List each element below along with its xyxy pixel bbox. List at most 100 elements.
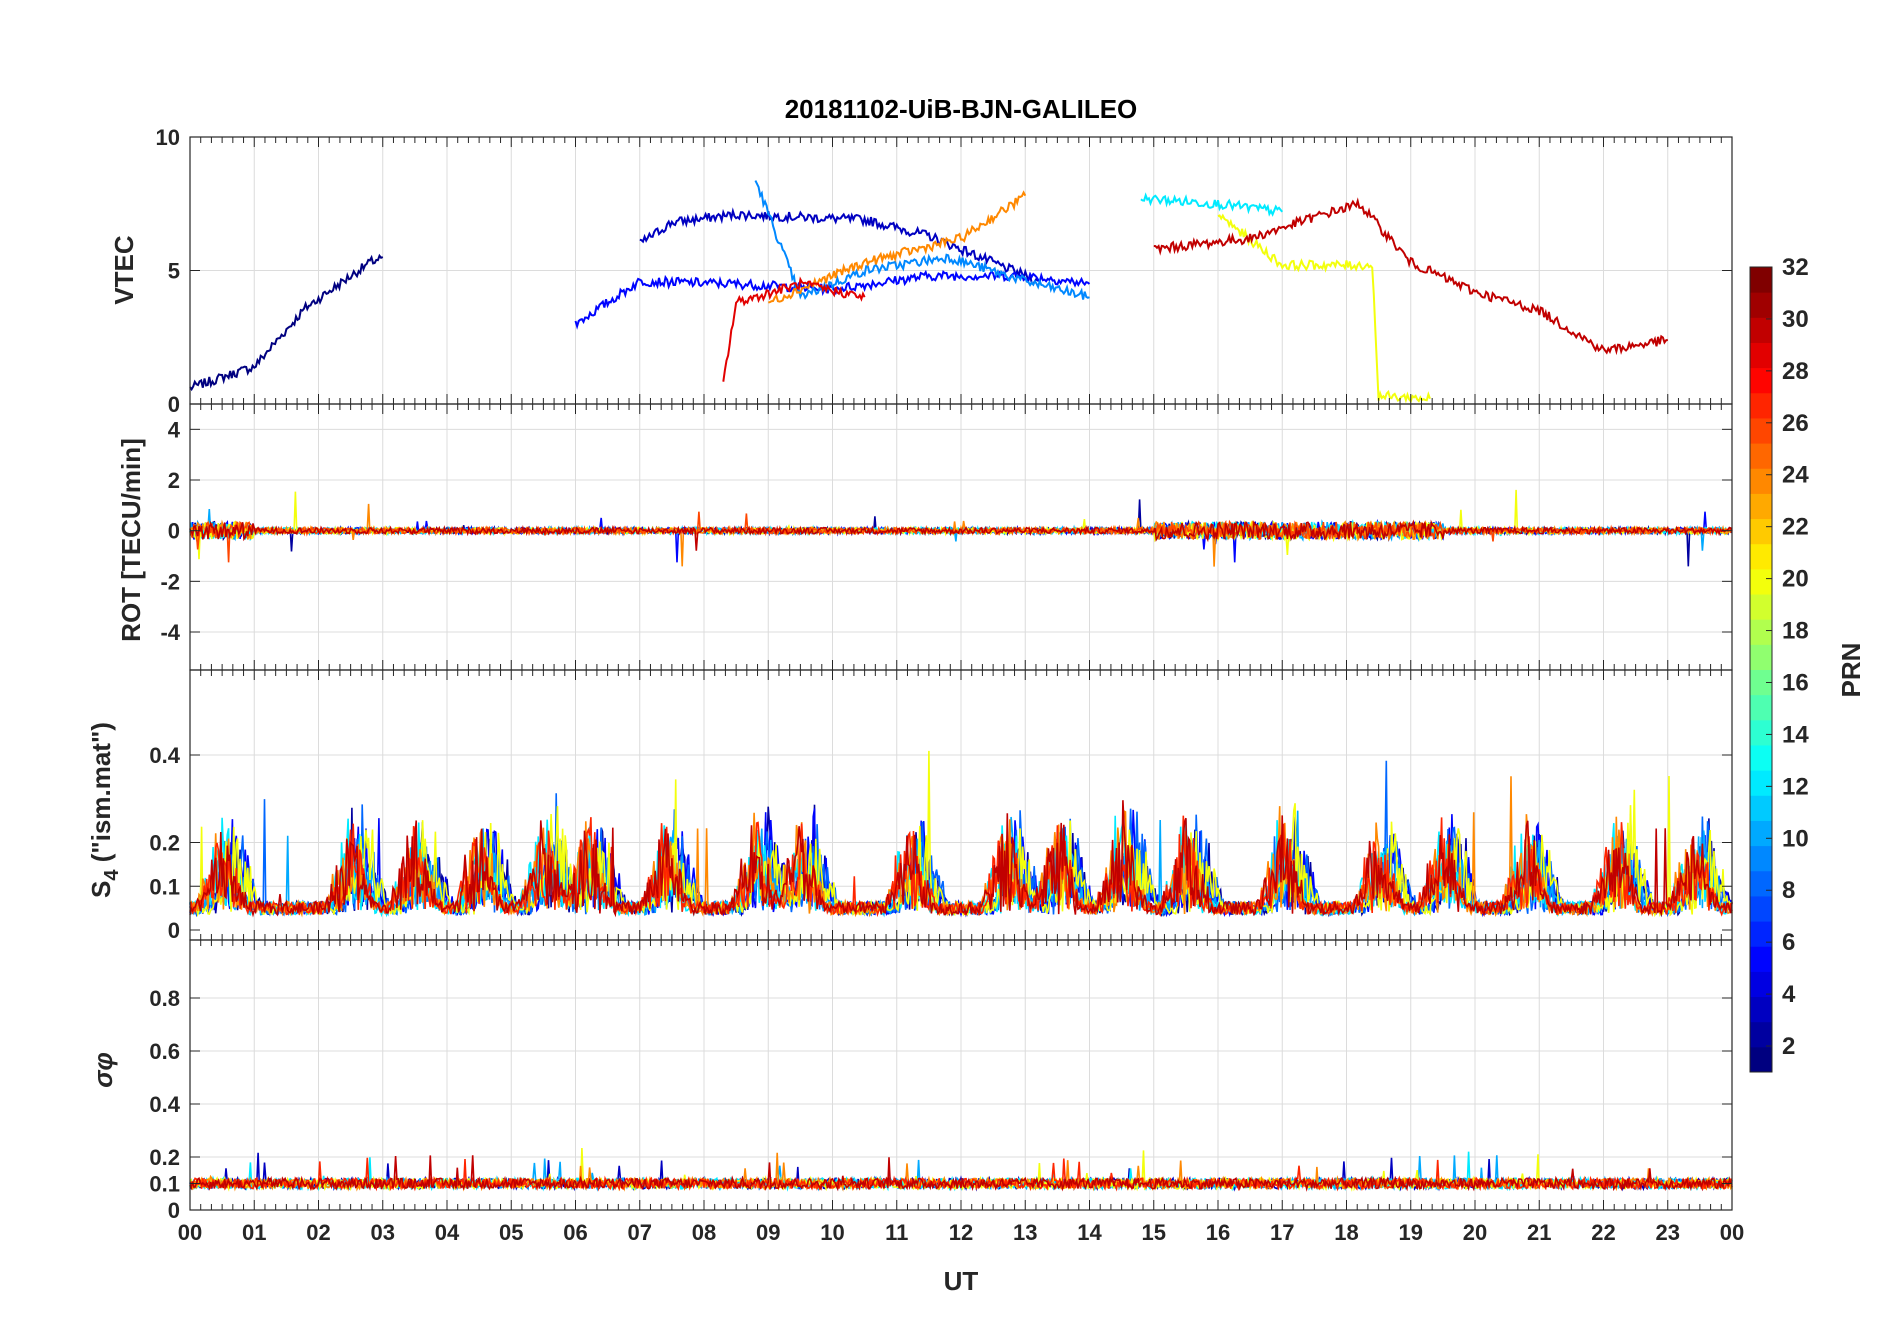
colorbar-swatch xyxy=(1750,417,1772,444)
colorbar-swatch xyxy=(1750,543,1772,570)
s4-y-label-sub: 4 xyxy=(101,869,123,881)
colorbar-swatch xyxy=(1750,1046,1772,1073)
y-tick-label: 0.2 xyxy=(149,1145,180,1170)
colorbar-swatch xyxy=(1750,971,1772,998)
y-tick-label: -2 xyxy=(160,569,180,594)
x-tick-label: 03 xyxy=(371,1220,395,1245)
colorbar-swatch xyxy=(1750,694,1772,721)
x-tick-label: 13 xyxy=(1013,1220,1037,1245)
colorbar-tick-label: 20 xyxy=(1782,566,1809,593)
colorbar-swatch xyxy=(1750,367,1772,394)
colorbar-swatch xyxy=(1750,669,1772,696)
y-tick-label: 0.1 xyxy=(149,874,180,899)
x-tick-label: 04 xyxy=(435,1220,460,1245)
colorbar-swatch xyxy=(1750,594,1772,620)
sigma-phi-y-label: σφ xyxy=(88,1052,118,1088)
colorbar-swatch xyxy=(1750,870,1772,897)
colorbar-swatch xyxy=(1750,267,1772,293)
rot-panel: -4 -2 0 2 4 ROT [TECU/min] xyxy=(116,403,1733,671)
y-tick-label: 0 xyxy=(168,1198,180,1223)
vtec-grid xyxy=(189,137,1733,404)
s4-series-line xyxy=(189,800,1733,918)
colorbar-swatch xyxy=(1750,719,1772,746)
colorbar-tick-label: 30 xyxy=(1782,306,1809,333)
colorbar-tick-label: 16 xyxy=(1782,669,1809,696)
y-tick-label: 0.1 xyxy=(149,1172,180,1197)
colorbar-tick-label: 8 xyxy=(1782,877,1795,904)
x-tick-label: 17 xyxy=(1270,1220,1294,1245)
y-tick-label: 5 xyxy=(168,259,180,284)
colorbar-tick-label: 24 xyxy=(1782,462,1809,489)
vtec-series-line xyxy=(754,180,1090,301)
colorbar-tick-label: 18 xyxy=(1782,618,1809,645)
colorbar-swatch xyxy=(1750,770,1772,796)
x-tick-label: 10 xyxy=(820,1220,844,1245)
colorbar-swatch xyxy=(1750,795,1772,821)
colorbar-tick-label: 2 xyxy=(1782,1033,1795,1060)
colorbar-swatch xyxy=(1750,292,1772,318)
x-tick-labels: 00 01 02 03 04 05 06 07 08 09 10 11 12 13 14 15 16 17 18 19… xyxy=(178,1220,1744,1245)
colorbar-tick-label: 28 xyxy=(1782,358,1809,385)
x-tick-label: 07 xyxy=(628,1220,652,1245)
x-tick-label: 01 xyxy=(242,1220,266,1245)
vtec-series-line xyxy=(722,276,866,382)
x-tick-label: 15 xyxy=(1142,1220,1166,1245)
colorbar-tick-label: 26 xyxy=(1782,410,1809,437)
sigma-phi-series-line xyxy=(189,1155,1733,1192)
x-tick-label: 21 xyxy=(1527,1220,1551,1245)
s4-panel: 0 0.1 0.2 0.4 S4 ("ism.mat") xyxy=(86,669,1733,943)
colorbar-swatch xyxy=(1750,820,1772,847)
colorbar-tick-label: 10 xyxy=(1782,825,1809,852)
x-tick-label: 00 xyxy=(1720,1220,1744,1245)
colorbar-frame xyxy=(1749,266,1773,1073)
s4-y-label-rest: ("ism.mat") xyxy=(86,722,116,869)
x-tick-label: 05 xyxy=(499,1220,523,1245)
rot-y-label: ROT [TECU/min] xyxy=(116,438,146,642)
x-tick-label: 23 xyxy=(1656,1220,1680,1245)
x-tick-label: 14 xyxy=(1077,1220,1102,1245)
x-tick-label: 20 xyxy=(1463,1220,1487,1245)
colorbar-swatch xyxy=(1750,996,1772,1023)
y-tick-label: 10 xyxy=(156,125,180,150)
y-tick-label: 0.2 xyxy=(149,831,180,856)
y-tick-label: 2 xyxy=(168,468,180,493)
rot-axes: -4 -2 0 2 4 xyxy=(160,403,1733,671)
y-tick-label: 0.8 xyxy=(149,986,180,1011)
colorbar-swatch xyxy=(1750,468,1772,494)
y-tick-label: -4 xyxy=(160,620,180,645)
vtec-axes: 0 5 10 xyxy=(156,125,1733,417)
colorbar-tick-label: 6 xyxy=(1782,929,1795,956)
vtec-y-label: VTEC xyxy=(109,235,139,305)
colorbar-swatch xyxy=(1750,845,1772,872)
s4-y-label: S4 ("ism.mat") xyxy=(86,722,123,898)
vtec-series-line xyxy=(1140,192,1284,217)
rot-series xyxy=(189,489,1733,567)
chart-title: 20181102-UiB-BJN-GALILEO xyxy=(785,94,1138,124)
x-tick-label: 22 xyxy=(1591,1220,1615,1245)
colorbar-tick-label: 12 xyxy=(1782,773,1809,800)
x-axis-label: UT xyxy=(944,1266,979,1296)
colorbar-swatch xyxy=(1750,493,1772,520)
x-tick-label: 00 xyxy=(178,1220,202,1245)
vtec-series-line xyxy=(1153,197,1669,356)
colorbar-swatch xyxy=(1750,1021,1772,1048)
rot-series-line xyxy=(189,519,1733,551)
vtec-series xyxy=(189,180,1669,404)
s4-y-label-main: S xyxy=(86,881,116,898)
vtec-panel: 0 5 10 VTEC xyxy=(109,125,1733,417)
sigma-phi-series xyxy=(189,1147,1733,1192)
x-tick-label: 08 xyxy=(692,1220,716,1245)
colorbar-swatch xyxy=(1750,392,1772,419)
y-tick-label: 0.6 xyxy=(149,1039,180,1064)
colorbar-swatch xyxy=(1750,895,1772,922)
s4-axes: 0 0.1 0.2 0.4 xyxy=(149,669,1733,943)
vtec-series-line xyxy=(189,253,384,392)
colorbar-swatch xyxy=(1750,317,1772,343)
sigma-phi-panel: 00.10.2 0.4 0.6 0.8 σφ xyxy=(88,939,1733,1223)
y-tick-label: 0.4 xyxy=(149,743,180,768)
sigma-phi-grid xyxy=(189,940,1733,1210)
x-tick-label: 12 xyxy=(949,1220,973,1245)
x-tick-label: 19 xyxy=(1399,1220,1423,1245)
colorbar-swatch xyxy=(1750,518,1772,545)
colorbar-swatch xyxy=(1750,443,1772,469)
